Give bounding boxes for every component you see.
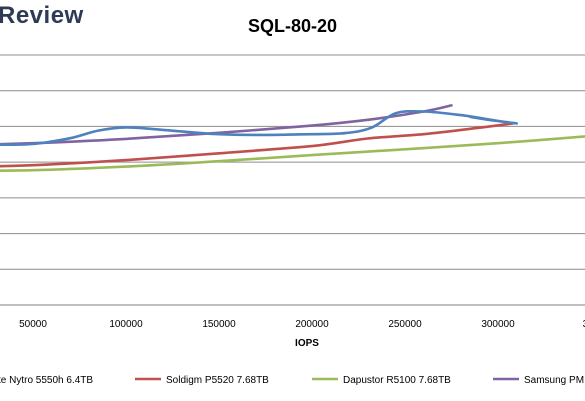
legend-label: Samsung PM	[524, 375, 584, 386]
series-line-2	[0, 135, 585, 172]
x-tick-label: 250000	[388, 319, 422, 330]
series-line-1	[0, 122, 515, 168]
gridlines	[0, 54, 585, 306]
x-tick-label: 200000	[295, 319, 329, 330]
legend-label: te Nytro 5550h 6.4TB	[0, 375, 93, 386]
x-axis-ticks: 50000 100000 150000 200000 250000 300000 350	[19, 319, 585, 330]
series-group	[0, 104, 585, 172]
legend-label: Dapustor R5100 7.68TB	[343, 375, 451, 386]
brand-logo-text: Review	[0, 2, 84, 29]
x-axis-label: IOPS	[295, 338, 319, 349]
x-tick-label: 300000	[481, 319, 515, 330]
x-tick-label: 150000	[202, 319, 236, 330]
series-line-0	[0, 109, 518, 147]
x-tick-label: 100000	[109, 319, 143, 330]
legend-label: Soldigm P5520 7.68TB	[166, 375, 269, 386]
x-tick-label: 350	[583, 319, 585, 330]
legend: te Nytro 5550h 6.4TB Soldigm P5520 7.68TB…	[0, 375, 584, 386]
x-tick-label: 50000	[19, 319, 47, 330]
chart-title: SQL-80-20	[247, 16, 338, 36]
